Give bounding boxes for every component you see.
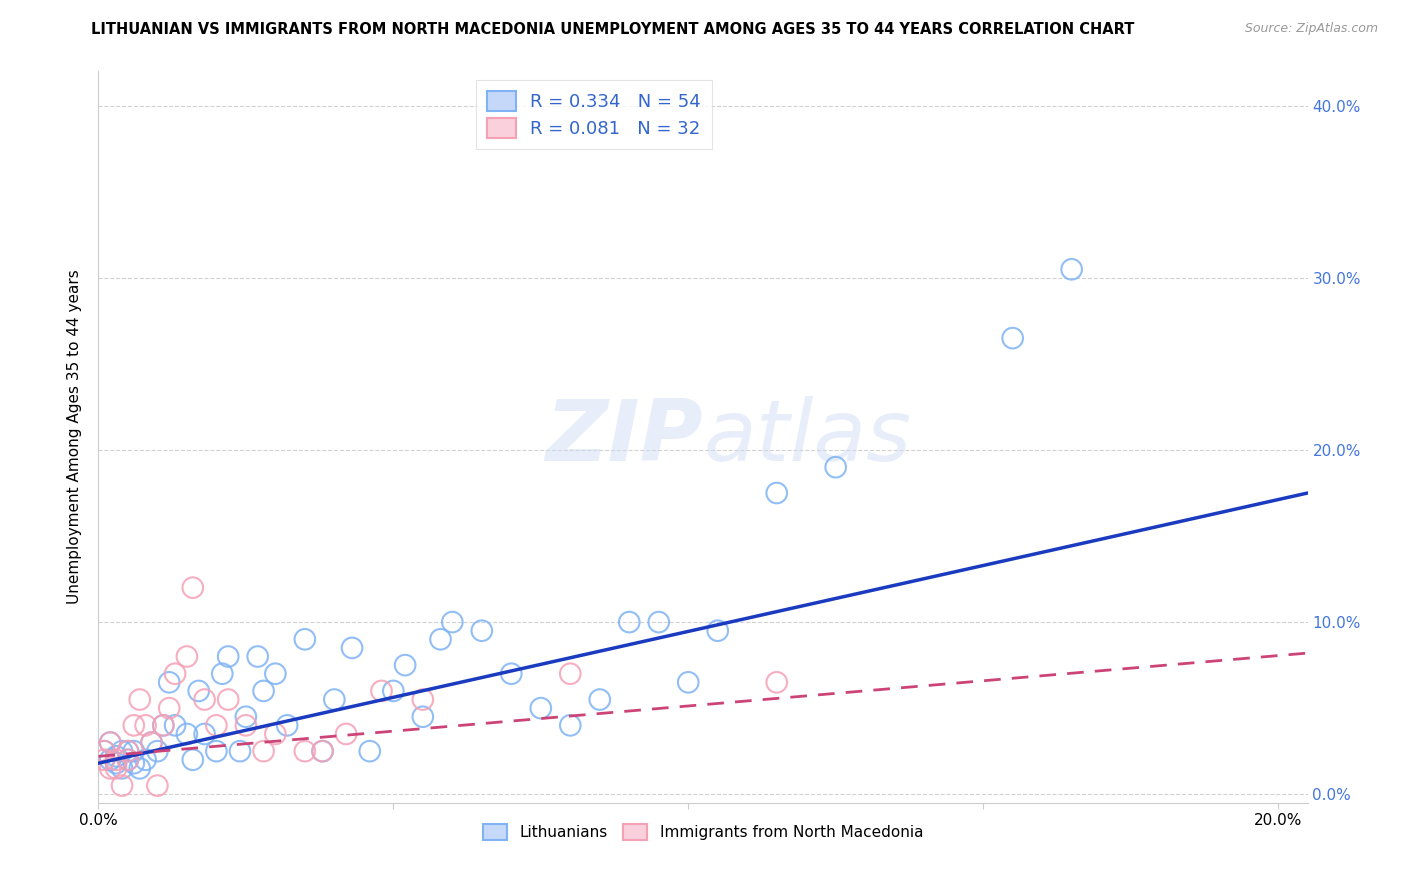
Point (122, 744, 145, 758)
Point (217, 692, 239, 706)
Point (141, 735, 163, 749)
Point (429, 632, 451, 647)
Point (111, 761, 134, 775)
Point (294, 744, 316, 758)
Point (105, 753, 128, 767)
Point (294, 632, 316, 647)
Point (217, 649, 239, 664)
Point (146, 744, 169, 758)
Point (765, 486, 787, 500)
Point (165, 718, 187, 732)
Point (1060, 262, 1083, 277)
Point (128, 761, 150, 775)
Point (93, 753, 115, 767)
Point (105, 749, 128, 764)
Point (98, 735, 121, 749)
Point (205, 718, 228, 732)
Point (117, 753, 139, 767)
Point (235, 710, 257, 724)
Point (1001, 331, 1024, 345)
Point (471, 624, 494, 638)
Point (181, 581, 204, 595)
Point (93, 744, 115, 758)
Point (211, 666, 233, 681)
Point (187, 684, 209, 698)
Point (111, 779, 134, 793)
Point (152, 718, 174, 732)
Point (111, 744, 134, 758)
Point (176, 649, 198, 664)
Point (194, 727, 217, 741)
Text: ZIP: ZIP (546, 395, 703, 479)
Point (560, 666, 582, 681)
Point (117, 753, 139, 767)
Y-axis label: Unemployment Among Ages 35 to 44 years: Unemployment Among Ages 35 to 44 years (67, 269, 83, 605)
Point (105, 761, 128, 775)
Point (98, 753, 121, 767)
Point (619, 615, 641, 629)
Point (252, 684, 274, 698)
Point (394, 658, 416, 673)
Point (165, 666, 187, 681)
Point (98, 761, 121, 775)
Point (157, 675, 180, 690)
Point (128, 692, 150, 706)
Point (311, 744, 333, 758)
Point (117, 744, 139, 758)
Point (359, 744, 381, 758)
Point (246, 649, 269, 664)
Point (589, 692, 612, 706)
Point (370, 684, 392, 698)
Point (276, 718, 298, 732)
Point (382, 684, 405, 698)
Point (648, 615, 671, 629)
Point (152, 718, 174, 732)
Point (181, 753, 204, 767)
Point (117, 744, 139, 758)
Point (141, 735, 163, 749)
Point (146, 779, 169, 793)
Point (264, 727, 287, 741)
Point (235, 718, 257, 732)
Point (194, 692, 217, 706)
Point (229, 744, 252, 758)
Point (105, 756, 128, 771)
Point (323, 692, 346, 706)
Text: LITHUANIAN VS IMMIGRANTS FROM NORTH MACEDONIA UNEMPLOYMENT AMONG AGES 35 TO 44 Y: LITHUANIAN VS IMMIGRANTS FROM NORTH MACE… (91, 22, 1135, 37)
Point (122, 756, 145, 771)
Point (765, 675, 787, 690)
Point (560, 718, 582, 732)
Point (441, 615, 464, 629)
Point (122, 718, 145, 732)
Point (98, 735, 121, 749)
Point (824, 460, 846, 475)
Point (311, 744, 333, 758)
Point (264, 666, 287, 681)
Point (93, 744, 115, 758)
Point (205, 744, 228, 758)
Point (252, 744, 274, 758)
Point (706, 624, 728, 638)
Point (135, 753, 157, 767)
Point (412, 692, 434, 706)
Point (412, 710, 434, 724)
Point (530, 701, 553, 715)
Text: Source: ZipAtlas.com: Source: ZipAtlas.com (1244, 22, 1378, 36)
Point (176, 727, 198, 741)
Text: atlas: atlas (703, 395, 911, 479)
Legend: Lithuanians, Immigrants from North Macedonia: Lithuanians, Immigrants from North Maced… (477, 817, 929, 847)
Point (335, 727, 357, 741)
Point (501, 666, 523, 681)
Point (340, 640, 363, 655)
Point (157, 701, 180, 715)
Point (678, 675, 700, 690)
Point (135, 718, 157, 732)
